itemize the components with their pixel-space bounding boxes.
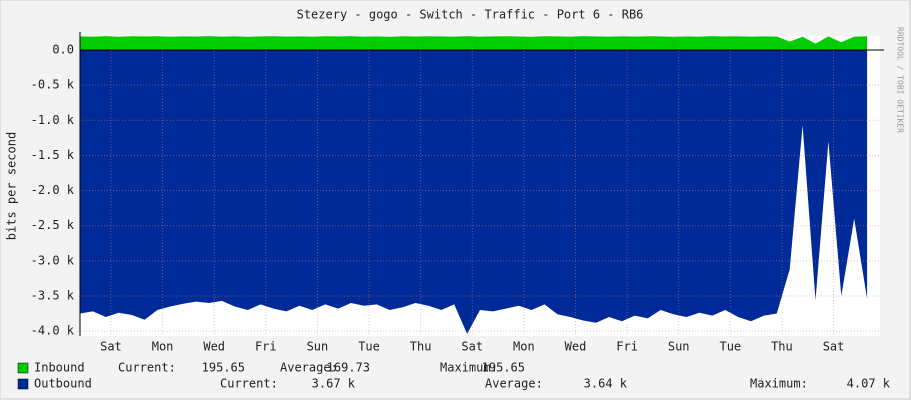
legend-stat-name: Average: (485, 377, 543, 391)
x-tick-label: Sat (100, 340, 122, 354)
area (80, 36, 868, 51)
y-tick-label: -4.0 k (31, 324, 75, 338)
x-tick-label: Sun (668, 340, 690, 354)
x-tick-label: Fri (616, 340, 638, 354)
y-tick-label: -1.5 k (31, 148, 75, 162)
y-tick-label: -0.5 k (31, 78, 75, 92)
legend-label: Outbound (34, 377, 92, 391)
x-tick-label: Thu (410, 340, 432, 354)
side-text: RRDTOOL / TOBI OETIKER (896, 27, 905, 133)
y-tick-label: -2.5 k (31, 218, 75, 232)
chart-title: Stezery - gogo - Switch - Traffic - Port… (297, 8, 644, 22)
legend-stat-value: 3.64 k (584, 377, 628, 391)
x-tick-label: Wed (203, 340, 225, 354)
x-tick-label: Mon (152, 340, 174, 354)
x-tick-label: Thu (771, 340, 793, 354)
x-tick-label: Wed (565, 340, 587, 354)
legend-stat-name: Maximum: (440, 361, 498, 375)
legend-stat-value: 195.65 (202, 361, 245, 375)
x-tick-label: Fri (255, 340, 277, 354)
legend-swatch (17, 362, 29, 374)
legend-stat-value: 4.07 k (847, 377, 891, 391)
legend-stat-value: 195.65 (482, 361, 525, 375)
legend-stat-name: Maximum: (750, 377, 808, 391)
y-tick-label: -1.0 k (31, 113, 75, 127)
x-tick-label: Sun (307, 340, 329, 354)
y-tick-label: -2.0 k (31, 183, 75, 197)
y-axis-label: bits per second (5, 132, 19, 240)
x-tick-label: Sat (823, 340, 845, 354)
legend-stat-value: 169.73 (327, 361, 370, 375)
x-tick-label: Tue (358, 340, 380, 354)
x-tick-label: Mon (513, 340, 535, 354)
legend-swatch (17, 378, 29, 390)
area (80, 50, 868, 334)
x-tick-label: Tue (719, 340, 741, 354)
legend-stat-name: Current: (118, 361, 176, 375)
legend-stat-name: Average: (280, 361, 338, 375)
y-tick-label: 0.0 (52, 43, 74, 57)
legend-label: Inbound (34, 361, 85, 375)
x-tick-label: Sat (461, 340, 483, 354)
legend-stat-name: Current: (220, 377, 278, 391)
legend-stat-value: 3.67 k (312, 377, 356, 391)
y-tick-label: -3.0 k (31, 253, 75, 267)
y-tick-label: -3.5 k (31, 288, 75, 302)
